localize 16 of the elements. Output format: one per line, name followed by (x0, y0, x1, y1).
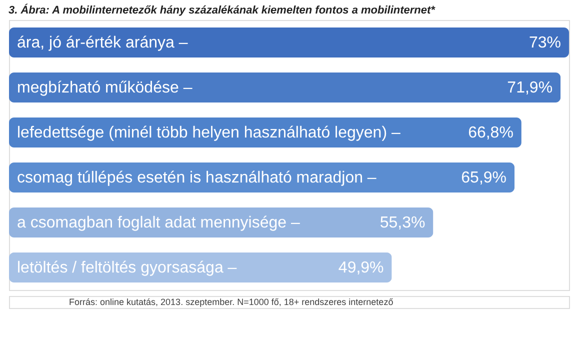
bar (9, 28, 569, 58)
y-tick-label: letöltés / feltöltés gyorsasága – (17, 260, 237, 276)
y-tick-label: a csomagban foglalt adat mennyisége – (17, 214, 300, 232)
data-label: 71,9% (507, 80, 553, 96)
y-tick-label: ára, jó ár-érték aránya – (17, 34, 188, 52)
data-label: 55,3% (380, 214, 426, 232)
data-label: 66,8% (468, 124, 514, 142)
chart-title: 3. Ábra: A mobilinternetezők hány százalékának kiemelten fontos a mobilinternet* (8, 4, 436, 16)
bar (9, 72, 561, 102)
y-tick-label: megbízható működése – (17, 80, 192, 96)
text: Forrás: online kutatás, 2013. szeptember. N=1000 fő, 18+ rendszeres internetező (69, 297, 394, 307)
y-tick-label: lefedettsége (minél több helyen használható legyen) – (17, 124, 400, 142)
y-tick-label: csomag túllépés esetén is használható maradjon – (17, 170, 376, 186)
data-label: 73% (528, 34, 561, 52)
data-label: 49,9% (338, 260, 384, 276)
data-label: 65,9% (461, 170, 507, 186)
